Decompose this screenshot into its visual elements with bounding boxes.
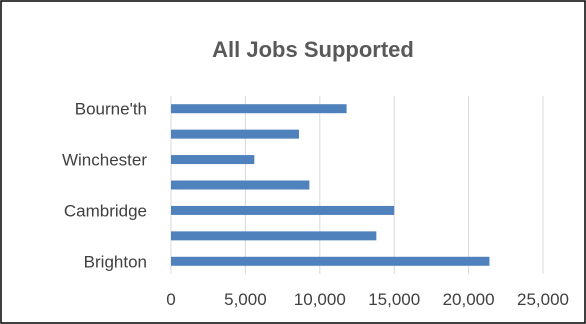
x-tick-label: 15,000 [368,290,420,309]
x-tick-labels: 0 5,000 10,000 15,000 20,000 25,000 [166,290,569,309]
bar [171,104,347,114]
category-label: Winchester [62,151,147,170]
category-label: Bourne'th [75,100,147,119]
x-tick-label: 25,000 [517,290,569,309]
category-labels: Brighton Cambridge Winchester Bourne'th [62,100,147,272]
category-label: Cambridge [64,201,147,220]
bar [171,180,310,190]
bar [171,155,255,165]
chart-title: All Jobs Supported [212,37,414,62]
category-label: Brighton [84,252,147,271]
gridlines [170,96,544,274]
bar [171,231,377,241]
x-tick-label: 20,000 [443,290,495,309]
bars [171,104,490,266]
bar [171,256,490,266]
x-tick-label: 0 [166,290,175,309]
bar [171,205,395,215]
x-tick-label: 5,000 [224,290,267,309]
x-tick-label: 10,000 [294,290,346,309]
bar [171,129,299,139]
